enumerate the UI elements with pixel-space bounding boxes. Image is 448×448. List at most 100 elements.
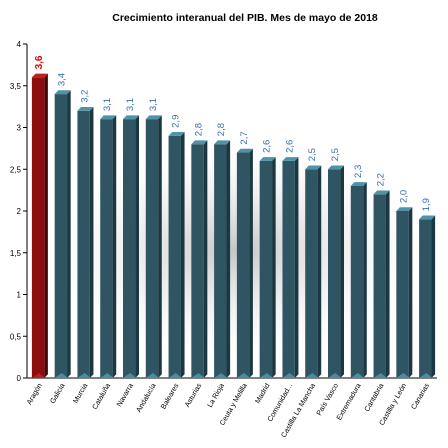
bar-front — [123, 119, 136, 379]
bar-top — [123, 115, 139, 120]
x-tick-label: Cataluña — [90, 382, 112, 411]
data-label: 3,1 — [125, 98, 136, 111]
y-tick-label: 0 — [17, 374, 22, 383]
x-tick-label: Madrid — [253, 382, 272, 406]
bar-top — [419, 215, 436, 220]
y-tick-label: 2,5 — [10, 165, 22, 174]
bar — [236, 148, 253, 378]
data-label: 1,9 — [421, 198, 432, 211]
x-tick-label: País Vasco — [314, 382, 340, 418]
bar-top — [191, 140, 208, 145]
bar-base-highlight — [214, 373, 228, 378]
x-tick-label: Aragón — [24, 382, 43, 407]
bar — [419, 215, 436, 378]
bar-side — [44, 73, 48, 378]
data-label: 2,9 — [171, 115, 182, 128]
bar-front — [396, 211, 409, 378]
y-tick-label: 4 — [17, 40, 22, 49]
bar-front — [373, 194, 386, 378]
bar — [191, 140, 208, 378]
y-tick-label: 2 — [17, 207, 22, 216]
bar-top — [214, 140, 231, 145]
bar-side — [363, 182, 367, 378]
data-labels: 3,6 3,4 3,2 3,1 3,1 3,1 2,9 2,8 2,8 2,7 2,6 2,6 2,5 2… — [34, 55, 432, 211]
bar — [328, 165, 344, 378]
data-label: 3,2 — [79, 90, 90, 103]
bar-base-highlight — [123, 373, 137, 378]
bar-base-highlight — [54, 373, 69, 378]
bar-base-highlight — [236, 373, 251, 378]
bar — [31, 73, 48, 379]
bar-base-highlight — [328, 373, 342, 378]
bar — [373, 190, 390, 378]
bar-base-highlight — [100, 373, 114, 378]
bar-front — [54, 94, 68, 378]
bar-side — [180, 132, 185, 378]
bar-side — [249, 148, 253, 378]
bar — [77, 107, 94, 379]
bar — [305, 165, 322, 378]
x-tick-label: Canarias — [409, 381, 431, 411]
x-tick-label: Baleares — [159, 381, 181, 410]
bar-top — [373, 190, 390, 195]
bar-base-highlight — [419, 373, 433, 378]
bar-side — [431, 215, 436, 378]
data-label: 2,5 — [330, 148, 341, 161]
y-tick-label: 1,5 — [10, 249, 22, 258]
bar-front — [259, 160, 273, 378]
data-label: 3,4 — [57, 73, 68, 86]
data-label: 2,8 — [216, 123, 227, 136]
bar-top — [100, 115, 117, 120]
bar-top — [236, 148, 253, 153]
data-label: 3,6 — [34, 55, 45, 69]
x-tick-label: Galicia — [48, 382, 67, 406]
bar-base-highlight — [259, 373, 274, 378]
bar-side — [67, 90, 71, 379]
data-label: 2,8 — [193, 123, 204, 136]
bar-side — [317, 165, 322, 378]
bar-base-highlight — [145, 373, 160, 378]
x-tick-label: Andalucía — [134, 381, 158, 413]
bar-top — [328, 165, 344, 170]
bar-side — [89, 107, 94, 378]
data-label: 2,6 — [284, 140, 295, 153]
bar-base-highlight — [373, 373, 387, 378]
x-tick-label: Asturias — [182, 381, 203, 408]
bar-front — [305, 169, 318, 378]
y-tick-label: 3,5 — [10, 82, 22, 91]
data-label: 2,0 — [398, 190, 409, 203]
bar-front — [145, 119, 159, 379]
bar-base-highlight — [396, 373, 410, 378]
bar-base-highlight — [305, 373, 319, 378]
bar-front — [31, 77, 45, 379]
bar-front — [350, 185, 364, 378]
bar-side — [203, 140, 208, 378]
bar-base-highlight — [191, 373, 205, 378]
data-label: 2,3 — [353, 165, 364, 178]
bar — [214, 140, 231, 378]
chart-title: Crecimiento interanual del PIB. Mes de m… — [112, 12, 378, 24]
bar-front — [214, 144, 227, 378]
bar-front — [191, 144, 204, 378]
data-label: 2,5 — [307, 148, 318, 161]
bar-top — [396, 207, 413, 211]
x-tick-label: Murcia — [71, 382, 90, 405]
bar-base-highlight — [31, 373, 46, 378]
bar-side — [408, 207, 413, 378]
data-label: 2,2 — [376, 173, 387, 186]
bar-front — [282, 160, 295, 378]
bar-side — [294, 157, 299, 378]
y-tick-label: 0,5 — [10, 332, 22, 341]
bar — [396, 207, 413, 378]
bar-base-highlight — [77, 373, 91, 378]
bar-base-highlight — [350, 373, 365, 378]
bar — [54, 90, 71, 379]
x-tick-label: Navarra — [114, 382, 135, 409]
bar-top — [282, 157, 299, 161]
bar-side — [340, 165, 344, 378]
data-label: 2,7 — [239, 131, 250, 144]
bar-base-highlight — [282, 373, 296, 378]
bar-side — [112, 115, 117, 378]
x-tick-label: La Rioja — [205, 382, 226, 409]
bar — [168, 132, 185, 378]
